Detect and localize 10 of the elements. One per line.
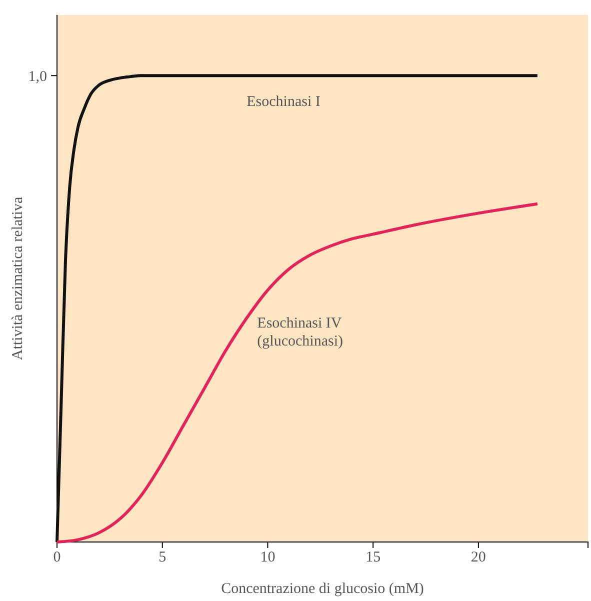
x-tick-label: 0: [53, 550, 61, 566]
series-label: Esochinasi IV (glucochinasi): [257, 315, 343, 350]
x-axis-title: Concentrazione di glucosio (mM): [221, 581, 424, 597]
x-tick-label: 10: [260, 550, 276, 566]
text: 1,0: [28, 68, 47, 85]
series-label: Esochinasi I: [246, 94, 320, 110]
x-tick-label: 20: [470, 550, 486, 566]
x-tick-label: 15: [366, 550, 381, 566]
x-tick-label: 5: [158, 550, 166, 566]
y-axis-title: Attività enzimatica relativa: [10, 196, 26, 360]
